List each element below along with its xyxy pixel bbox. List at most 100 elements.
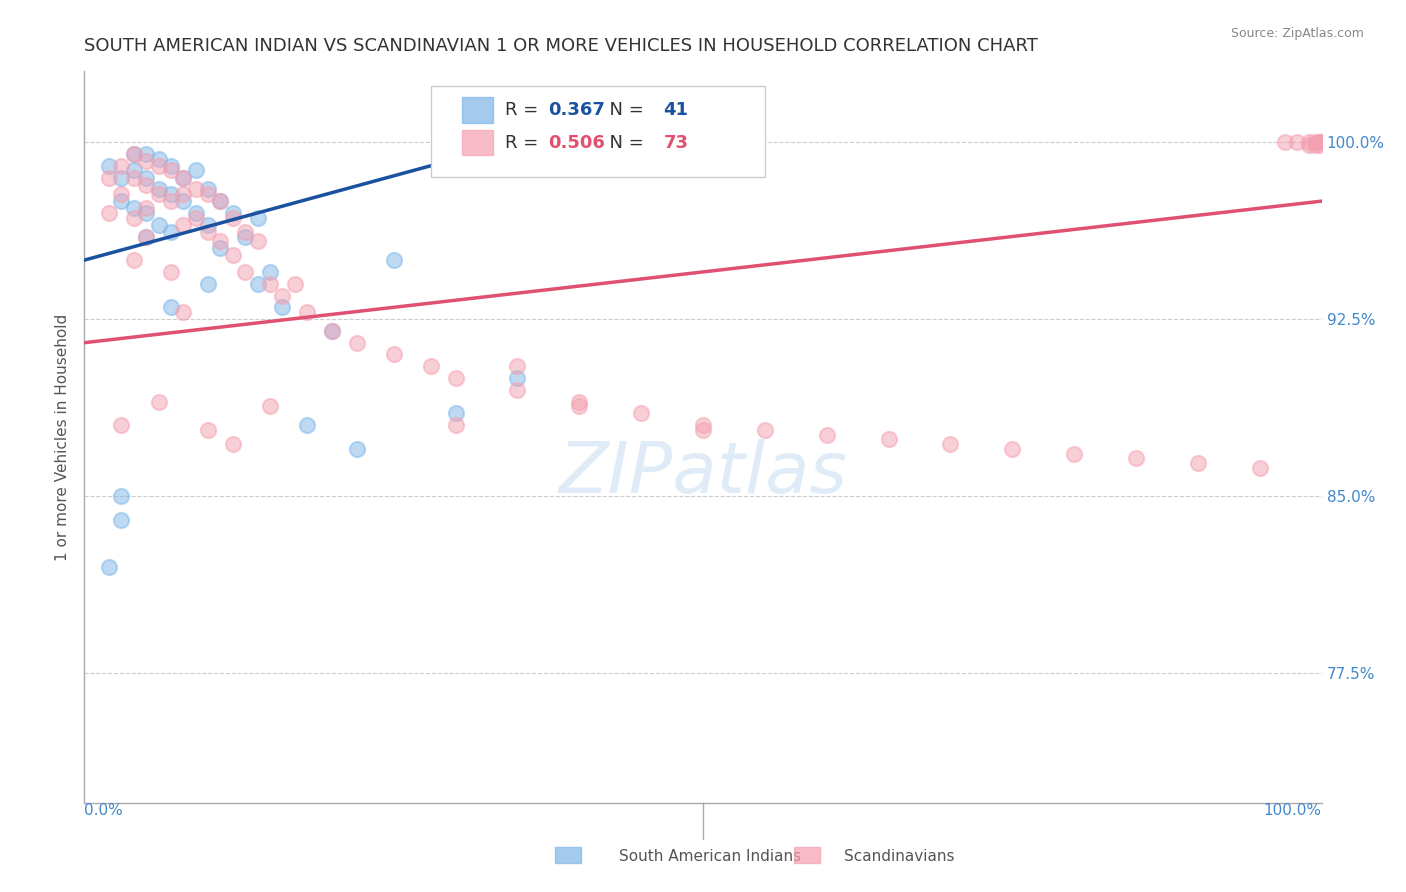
FancyBboxPatch shape	[430, 86, 765, 178]
Point	[630, 407, 652, 421]
Text: 0.506: 0.506	[548, 134, 605, 152]
Point	[135, 206, 157, 220]
Text: N =: N =	[598, 101, 650, 120]
Point	[295, 305, 318, 319]
Point	[197, 225, 219, 239]
Point	[160, 159, 183, 173]
Point	[148, 394, 170, 409]
Point	[346, 335, 368, 350]
FancyBboxPatch shape	[461, 97, 492, 122]
Point	[135, 178, 157, 192]
Text: South American Indians: South American Indians	[619, 849, 801, 863]
Point	[419, 359, 441, 374]
Point	[382, 347, 405, 361]
Point	[346, 442, 368, 456]
Point	[172, 305, 194, 319]
Point	[271, 301, 294, 315]
Point	[98, 559, 121, 574]
Point	[122, 211, 145, 225]
Point	[197, 187, 219, 202]
Point	[1187, 456, 1209, 470]
Point	[110, 170, 132, 185]
Point	[148, 159, 170, 173]
Point	[815, 427, 838, 442]
Text: R =: R =	[505, 134, 544, 152]
Point	[160, 301, 183, 315]
Text: Scandinavians: Scandinavians	[844, 849, 955, 863]
Point	[122, 163, 145, 178]
Y-axis label: 1 or more Vehicles in Household: 1 or more Vehicles in Household	[55, 313, 70, 561]
Point	[568, 394, 591, 409]
Text: 41: 41	[664, 101, 689, 120]
Text: R =: R =	[505, 101, 544, 120]
Point	[568, 400, 591, 414]
Point	[259, 400, 281, 414]
Point	[172, 218, 194, 232]
Text: ZIPatlas: ZIPatlas	[558, 439, 848, 508]
Point	[939, 437, 962, 451]
Point	[692, 423, 714, 437]
Point	[184, 206, 207, 220]
Point	[98, 170, 121, 185]
Point	[135, 229, 157, 244]
Point	[1308, 135, 1330, 149]
Point	[184, 211, 207, 225]
Point	[110, 159, 132, 173]
Point	[1308, 137, 1330, 152]
Point	[98, 159, 121, 173]
Point	[172, 187, 194, 202]
Point	[160, 225, 183, 239]
Point	[160, 265, 183, 279]
Point	[172, 170, 194, 185]
Point	[110, 489, 132, 503]
Point	[98, 206, 121, 220]
Point	[382, 253, 405, 268]
Text: 0.0%: 0.0%	[84, 803, 124, 818]
Point	[148, 187, 170, 202]
Point	[122, 170, 145, 185]
Point	[754, 423, 776, 437]
Point	[110, 418, 132, 433]
Text: 73: 73	[664, 134, 689, 152]
Point	[135, 154, 157, 169]
Point	[209, 234, 232, 248]
Point	[135, 170, 157, 185]
Point	[233, 265, 256, 279]
Point	[321, 324, 343, 338]
Point	[444, 407, 467, 421]
Point	[692, 418, 714, 433]
Point	[1274, 135, 1296, 149]
Point	[222, 211, 245, 225]
Point	[148, 182, 170, 196]
Point	[444, 418, 467, 433]
Point	[259, 277, 281, 291]
FancyBboxPatch shape	[555, 847, 581, 863]
Point	[1309, 135, 1331, 149]
Point	[197, 277, 219, 291]
Point	[172, 170, 194, 185]
Point	[122, 201, 145, 215]
Point	[122, 147, 145, 161]
Text: SOUTH AMERICAN INDIAN VS SCANDINAVIAN 1 OR MORE VEHICLES IN HOUSEHOLD CORRELATIO: SOUTH AMERICAN INDIAN VS SCANDINAVIAN 1 …	[84, 37, 1038, 54]
Point	[184, 182, 207, 196]
Point	[172, 194, 194, 208]
Point	[259, 265, 281, 279]
Point	[148, 152, 170, 166]
Point	[209, 194, 232, 208]
Point	[209, 241, 232, 255]
Text: 100.0%: 100.0%	[1264, 803, 1322, 818]
FancyBboxPatch shape	[461, 130, 492, 155]
Point	[1285, 135, 1308, 149]
Point	[222, 206, 245, 220]
Point	[1298, 135, 1320, 149]
Point	[877, 433, 900, 447]
Point	[233, 225, 256, 239]
Point	[135, 229, 157, 244]
Point	[197, 218, 219, 232]
Text: N =: N =	[598, 134, 650, 152]
Point	[209, 194, 232, 208]
Point	[197, 182, 219, 196]
Point	[1298, 137, 1320, 152]
Point	[233, 229, 256, 244]
Point	[135, 201, 157, 215]
